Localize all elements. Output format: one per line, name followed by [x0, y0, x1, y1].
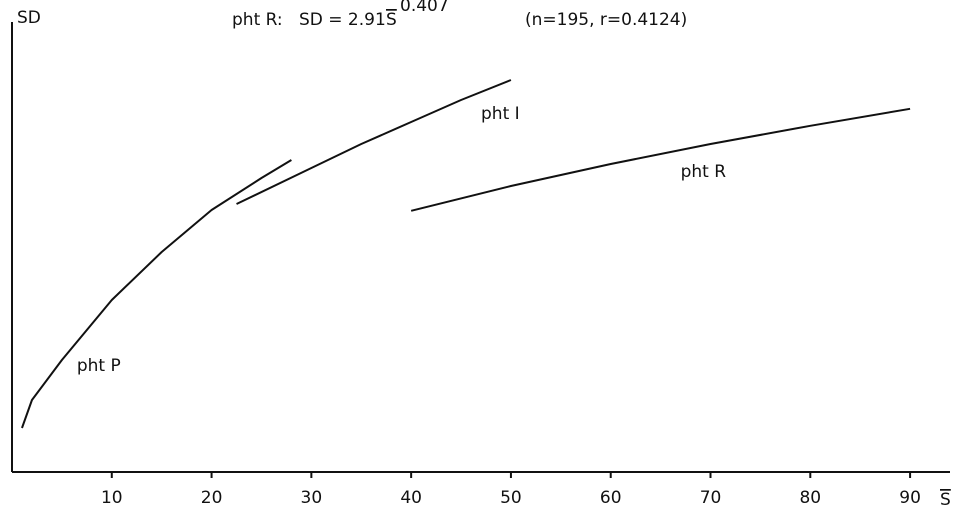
series-label: pht I	[481, 104, 520, 124]
x-tick-label: 90	[899, 488, 921, 508]
title-equation: SD = 2.91	[299, 10, 386, 30]
x-tick-label: 70	[700, 488, 722, 508]
series-label: pht P	[77, 356, 121, 376]
title-label: pht R:	[232, 10, 283, 30]
title-stats: (n=195, r=0.4124)	[525, 10, 687, 30]
line	[410, 107, 911, 212]
x-tick-label: 20	[201, 488, 223, 508]
x-tick-label: 80	[799, 488, 821, 508]
line	[236, 79, 512, 205]
series-label: pht R	[681, 162, 727, 182]
x-tick-label: 30	[301, 488, 323, 508]
x-axis-label: S	[940, 490, 951, 510]
x-tick-label: 10	[101, 488, 123, 508]
x-tick-label: 40	[400, 488, 422, 508]
y-axis-label: SD	[17, 8, 41, 28]
x-tick-label: 50	[500, 488, 522, 508]
title-exponent: 0.407	[400, 0, 449, 16]
title-base: S	[386, 10, 397, 30]
x-tick-label: 60	[600, 488, 622, 508]
line	[21, 159, 292, 429]
